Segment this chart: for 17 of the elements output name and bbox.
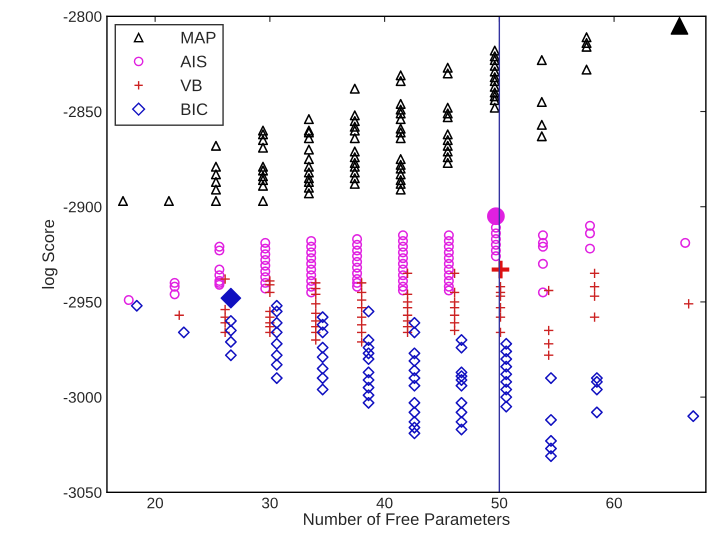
y-tick-label: -2850: [64, 106, 102, 118]
x-tick-label: 20: [147, 498, 164, 508]
y-tick-label: -2950: [64, 296, 102, 308]
x-axis-title: Number of Free Parameters: [304, 512, 510, 526]
x-tick-label: 30: [262, 498, 278, 508]
y-tick-label: -3050: [64, 487, 102, 498]
y-tick-label: -3000: [64, 392, 102, 403]
x-tick-label: 60: [606, 498, 622, 508]
x-tick-label: 50: [491, 498, 508, 508]
x-tick-label: 40: [376, 498, 393, 508]
legend-label: BIC: [182, 103, 208, 116]
legend-label: MAP: [182, 32, 216, 44]
legend-label: VB: [180, 80, 202, 92]
y-tick-label: -2900: [64, 202, 102, 212]
y-tick-label: -2800: [64, 11, 102, 22]
y-axis-title: log Score: [42, 220, 58, 288]
legend-label: AIS: [180, 56, 206, 68]
